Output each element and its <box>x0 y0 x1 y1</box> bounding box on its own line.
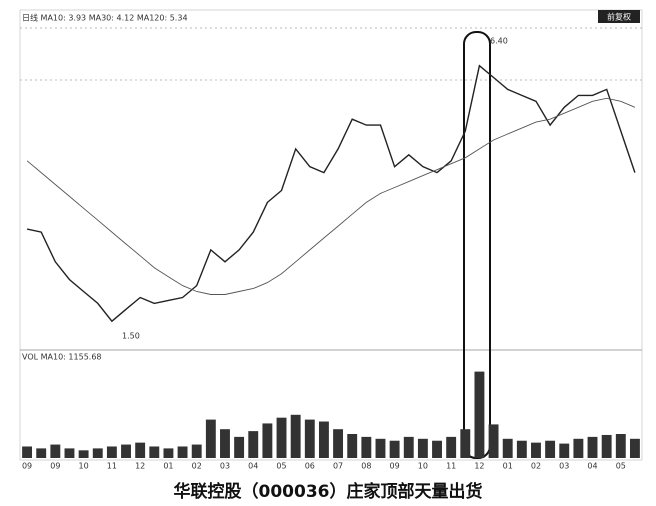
caption: 华联控股（000036）庄家顶部天量出货 <box>174 481 483 502</box>
x-tick-label: 09 <box>50 462 60 471</box>
volume-bar <box>304 419 315 458</box>
price-header: 日线 MA10: 3.93 MA30: 4.12 MA120: 5.34 <box>22 13 188 23</box>
volume-bar <box>573 438 584 458</box>
volume-header: VOL MA10: 1155.68 <box>22 353 102 362</box>
x-tick-label: 09 <box>22 462 32 471</box>
volume-bar <box>163 448 174 458</box>
x-tick-label: 11 <box>107 462 117 471</box>
x-tick-label: 09 <box>390 462 400 471</box>
volume-bar <box>446 436 457 458</box>
x-tick-label: 05 <box>276 462 286 471</box>
price-line <box>26 64 636 323</box>
price-line <box>26 97 636 295</box>
volume-bar <box>92 448 103 458</box>
volume-bar <box>276 417 287 458</box>
frame <box>19 9 643 461</box>
x-tick-label: 03 <box>220 462 230 471</box>
x-tick-label: 07 <box>333 462 343 471</box>
volume-bar <box>290 414 301 458</box>
volume-bar <box>234 436 245 458</box>
volume-bar <box>177 446 188 458</box>
volume-bar <box>78 450 89 458</box>
x-tick-label: 02 <box>531 462 541 471</box>
volume-bar <box>531 442 541 458</box>
volume-bar <box>361 436 372 458</box>
x-tick-label: 08 <box>361 462 371 471</box>
volume-bar <box>333 429 344 458</box>
volume-bar <box>502 438 513 458</box>
x-tick-label: 04 <box>587 462 597 471</box>
volume-bar <box>516 440 527 458</box>
volume-bar <box>460 429 471 458</box>
button-label[interactable]: 前复权 <box>607 12 631 22</box>
volume-bar <box>629 438 640 458</box>
volume-bar <box>601 434 612 458</box>
volume-bar <box>106 446 117 458</box>
low-annotation: 1.50 <box>122 332 140 341</box>
x-tick-label: 06 <box>305 462 315 471</box>
volume-bar <box>191 444 202 458</box>
x-tick-label: 05 <box>616 462 626 471</box>
volume-bar <box>347 434 358 458</box>
volume-bar <box>545 440 556 458</box>
volume-bar <box>220 429 230 458</box>
volume-bar <box>375 438 386 458</box>
volume-bar <box>121 444 131 458</box>
x-tick-label: 12 <box>135 462 145 471</box>
volume-bar <box>149 446 160 458</box>
x-tick-label: 01 <box>503 462 513 471</box>
volume-bar <box>50 444 61 458</box>
volume-bar <box>22 446 33 458</box>
button[interactable] <box>598 10 640 23</box>
volume-bar <box>262 423 273 458</box>
x-tick-label: 10 <box>79 462 89 471</box>
volume-bar <box>36 448 47 458</box>
high-annotation: 6.40 <box>490 37 508 46</box>
volume-bar <box>64 448 75 458</box>
volume-bar <box>318 421 329 458</box>
volume-bar <box>248 431 259 458</box>
volume-bar <box>389 440 400 458</box>
volume-bar <box>615 434 626 458</box>
volume-bar <box>417 438 428 458</box>
x-tick-label: 03 <box>559 462 569 471</box>
x-tick-label: 01 <box>163 462 173 471</box>
volume-bar <box>474 371 485 458</box>
x-tick-label: 12 <box>474 462 484 471</box>
volume-bar <box>587 436 598 458</box>
x-tick-label: 11 <box>446 462 456 471</box>
volume-bar <box>432 440 442 458</box>
volume-bar <box>135 442 146 458</box>
volume-bar <box>205 419 216 458</box>
x-tick-label: 02 <box>192 462 202 471</box>
volume-bar <box>559 443 570 458</box>
volume-bar <box>488 424 499 458</box>
x-tick-label: 10 <box>418 462 428 471</box>
x-tick-label: 04 <box>248 462 258 471</box>
volume-bar <box>403 436 414 458</box>
